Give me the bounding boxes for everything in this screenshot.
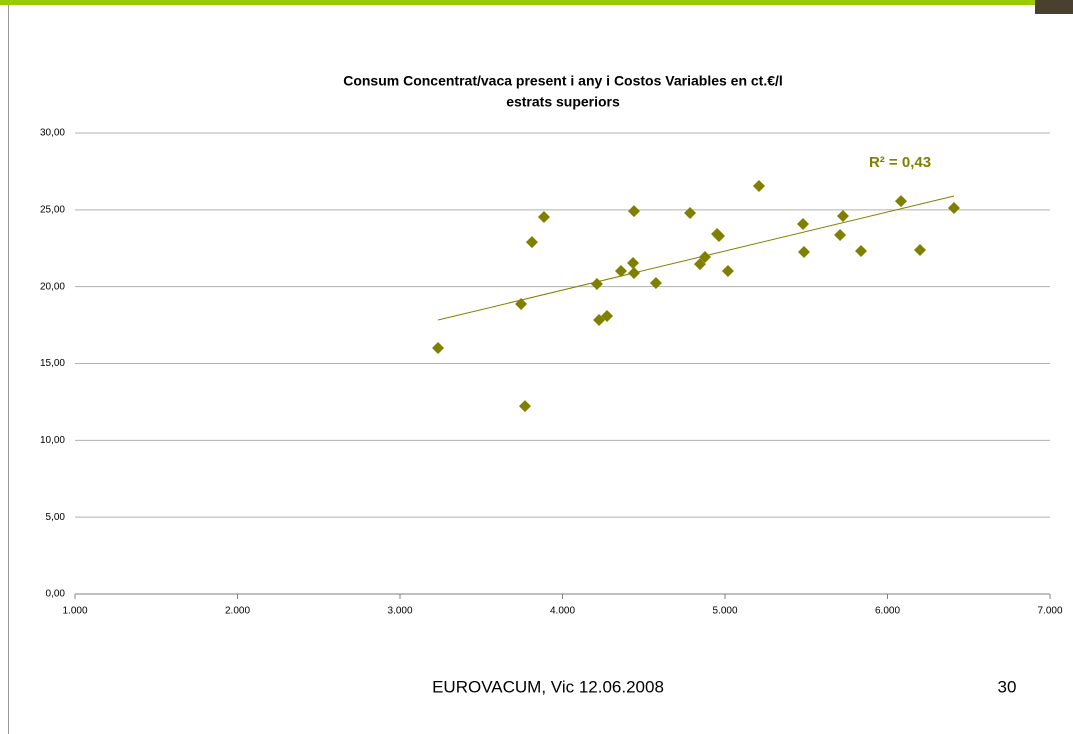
point: [601, 310, 614, 323]
point: [752, 180, 765, 193]
y-tick-label: 30,00: [40, 128, 65, 139]
point: [627, 257, 640, 270]
y-tick-label: 15,00: [40, 358, 65, 369]
point: [834, 229, 847, 242]
x-tick-label: 3.000: [387, 606, 412, 617]
r-squared: R² = 0,43: [869, 154, 931, 171]
top-bar: [0, 0, 1073, 5]
x-tick-label: 6.000: [875, 606, 900, 617]
x-tick-label: 7.000: [1037, 606, 1062, 617]
y-tick-label: 0,00: [46, 589, 66, 600]
point: [797, 217, 809, 230]
trendline: [437, 195, 955, 321]
point: [855, 245, 868, 258]
point: [914, 243, 926, 256]
point: [537, 211, 550, 224]
y-tick-label: 25,00: [40, 204, 65, 215]
x-tick-label: 2.000: [225, 606, 250, 617]
point: [628, 266, 640, 279]
page-number: 30: [998, 677, 1017, 696]
x-tick-label: 4.000: [550, 606, 575, 617]
point: [836, 209, 849, 222]
x-tick-label: 5.000: [712, 606, 737, 617]
chart-title: estrats superiors: [506, 94, 620, 110]
point: [699, 251, 712, 264]
point: [894, 195, 907, 208]
point: [712, 229, 725, 242]
point: [649, 276, 662, 289]
point: [947, 201, 960, 214]
point: [525, 236, 538, 249]
corner-image: [1035, 0, 1073, 14]
point: [628, 205, 640, 218]
point: [693, 258, 706, 271]
y-tick-label: 5,00: [46, 512, 66, 523]
point: [721, 264, 734, 277]
y-tick-label: 10,00: [40, 435, 65, 446]
x-tick-label: 1.000: [62, 606, 87, 617]
point: [615, 264, 627, 277]
point: [797, 245, 810, 258]
chart-title: Consum Concentrat/vaca present i any i C…: [343, 73, 783, 89]
footer-text: EUROVACUM, Vic 12.06.2008: [432, 677, 664, 696]
point: [518, 400, 531, 413]
point: [590, 278, 603, 291]
point: [684, 207, 697, 220]
y-tick-label: 20,00: [40, 281, 65, 292]
point: [432, 341, 445, 354]
point: [515, 298, 528, 311]
